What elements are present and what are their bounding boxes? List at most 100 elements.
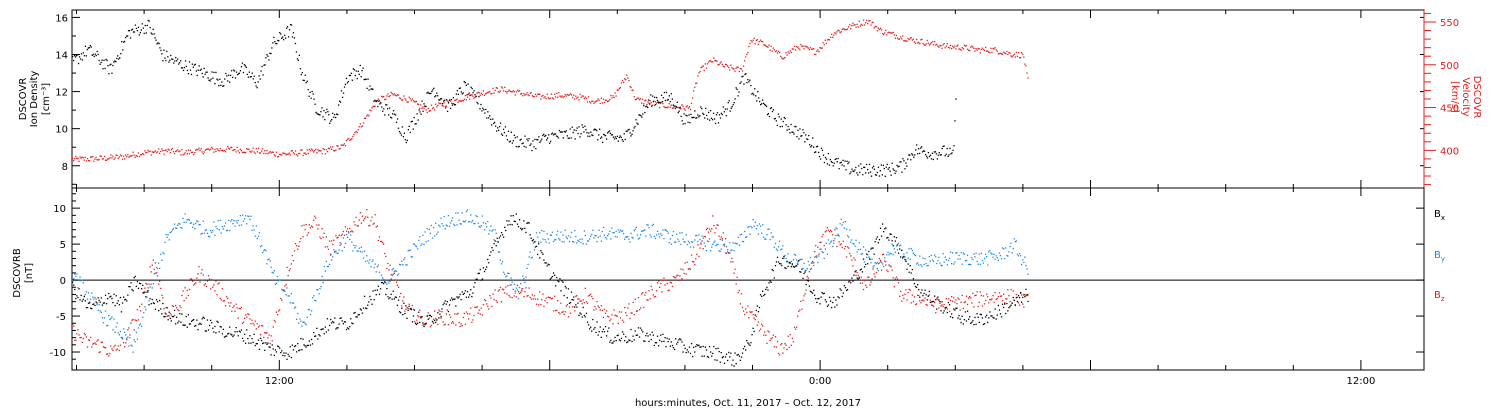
bz-series-point [483, 299, 486, 301]
velocity-series-point [516, 89, 519, 91]
bx-series-point [419, 321, 421, 324]
by-series-point [602, 226, 605, 229]
velocity-series-point [676, 106, 678, 109]
bz-series-point [250, 323, 252, 325]
bz-series-point [794, 328, 797, 330]
velocity-series-point [444, 105, 446, 107]
bz-series-point [929, 299, 931, 301]
velocity-series-point [882, 33, 884, 35]
by-series-point [668, 242, 670, 244]
bx-series-point [323, 333, 325, 335]
by-series-point [466, 209, 469, 211]
bz-series-point [265, 332, 267, 334]
bx-series-point [562, 281, 564, 283]
velocity-series-point [149, 150, 151, 152]
bz-series-point [358, 219, 360, 221]
bx-series-point [930, 301, 933, 303]
bz-series-point [400, 292, 402, 295]
by-series-point [490, 225, 492, 227]
by-series-point [94, 296, 96, 299]
bx-series-point [78, 288, 80, 290]
by-series-point [1021, 263, 1023, 266]
ion-density-series-point [687, 121, 689, 123]
velocity-series-point [115, 154, 117, 156]
ion-density-series-point [293, 37, 296, 39]
ion-density-series-point [766, 114, 769, 116]
bz-series-point [217, 283, 219, 285]
ion-density-series-point [829, 158, 831, 161]
bz-series-point [942, 305, 944, 308]
bx-series-point [678, 339, 680, 341]
by-series-point [594, 235, 596, 237]
by-series-point [597, 236, 599, 238]
bx-series-point [813, 289, 815, 291]
ion-density-series-point [654, 96, 656, 98]
velocity-series-point [505, 90, 507, 93]
bz-series-point [722, 232, 724, 234]
bx-series-point [407, 309, 409, 311]
ion-density-series-point [153, 33, 155, 35]
ion-density-series-point [757, 91, 759, 93]
by-series-point [857, 249, 859, 251]
bx-series-point [937, 296, 939, 298]
bz-series-point [453, 322, 455, 324]
ion-density-series-point [590, 131, 592, 133]
ion-density-series-point [257, 81, 259, 83]
by-series-point [700, 242, 702, 244]
ion-density-series-point [787, 125, 789, 128]
ion-density-series-point [286, 26, 289, 28]
velocity-series-point [873, 27, 875, 29]
bz-series-point [479, 313, 481, 315]
bz-series-point [813, 262, 815, 264]
by-series-point [76, 273, 78, 275]
ion-density-series-point [799, 128, 801, 130]
bx-series-point [176, 316, 178, 318]
velocity-series-point [132, 151, 134, 153]
bz-series-point [459, 325, 461, 327]
bz-series-point [197, 273, 199, 275]
by-series-point [172, 228, 175, 230]
ion-density-series-point [674, 107, 676, 109]
by-series-point [987, 264, 989, 266]
velocity-series-point [843, 28, 846, 30]
bz-series-point [663, 277, 665, 279]
velocity-series-point [472, 95, 474, 97]
bz-series-point [613, 309, 615, 311]
bx-series-point [193, 319, 195, 321]
bz-series-point [763, 334, 765, 336]
ion-density-series-point [498, 126, 501, 128]
ion-density-series-point [359, 64, 361, 67]
by-series-point [494, 229, 496, 231]
ion-density-series-point [148, 20, 150, 22]
bz-series-point [635, 310, 637, 312]
by-series-point [354, 247, 356, 249]
bz-series-point [779, 354, 781, 356]
velocity-series-point [1012, 55, 1014, 57]
by-series-point [695, 234, 697, 237]
bz-series-point [958, 298, 960, 300]
ion-density-series-point [890, 174, 892, 176]
ion-density-series-point [686, 115, 688, 117]
bx-series-point [382, 282, 384, 284]
ion-density-series-point [627, 129, 629, 131]
bz-series-point [133, 329, 135, 331]
by-series-point [1008, 251, 1010, 253]
velocity-series-point [609, 99, 611, 101]
ion-density-series-point [177, 58, 179, 60]
ion-density-series-point [731, 106, 733, 108]
bz-series-point [702, 248, 704, 250]
bx-series-point [299, 349, 301, 351]
by-series-point [265, 250, 267, 252]
by-series-point [218, 229, 220, 231]
bz-series-point [480, 307, 482, 309]
ion-density-series-point [233, 70, 236, 72]
bz-series-point [583, 302, 585, 304]
velocity-series-point [231, 146, 233, 149]
velocity-series-point [129, 155, 131, 157]
ion-density-series-point [524, 135, 526, 137]
ion-density-series-point [681, 120, 683, 122]
ion-density-series-point [468, 92, 470, 94]
by-series-point [937, 260, 939, 262]
by-series-point [527, 263, 529, 266]
bz-series-point [969, 296, 971, 298]
